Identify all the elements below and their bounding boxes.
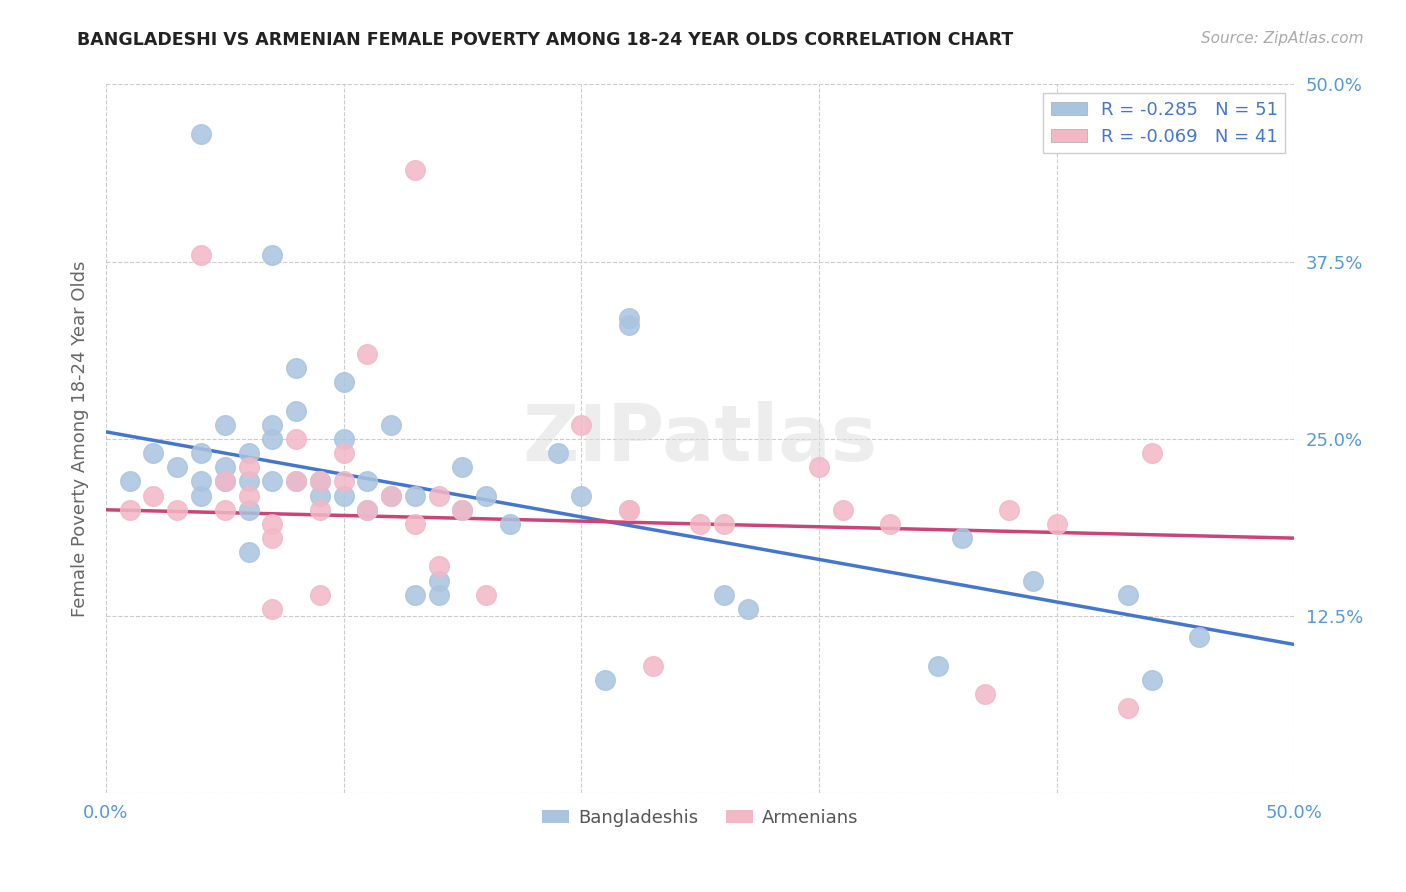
Point (1116, 588, 1139, 602)
Point (879, 516, 901, 531)
Point (262, 432, 284, 446)
Point (404, 588, 426, 602)
Point (617, 503, 640, 517)
Point (356, 503, 378, 517)
Point (214, 475, 236, 489)
Point (285, 475, 308, 489)
Point (998, 503, 1021, 517)
Point (308, 489, 330, 503)
Point (617, 311, 640, 326)
Point (190, 489, 212, 503)
Point (262, 531, 284, 545)
Point (190, 247, 212, 261)
Point (380, 417, 402, 432)
Point (1022, 574, 1045, 588)
Point (689, 516, 711, 531)
Point (427, 588, 450, 602)
Point (356, 475, 378, 489)
Point (427, 574, 450, 588)
Point (380, 489, 402, 503)
Point (451, 503, 474, 517)
Point (238, 460, 260, 475)
Point (617, 503, 640, 517)
Point (950, 531, 973, 545)
Point (808, 460, 831, 475)
Point (713, 588, 735, 602)
Text: Source: ZipAtlas.com: Source: ZipAtlas.com (1201, 31, 1364, 46)
Point (238, 475, 260, 489)
Point (238, 503, 260, 517)
Point (1188, 631, 1211, 645)
Point (475, 588, 498, 602)
Y-axis label: Female Poverty Among 18-24 Year Olds: Female Poverty Among 18-24 Year Olds (72, 260, 89, 617)
Point (190, 475, 212, 489)
Text: BANGLADESHI VS ARMENIAN FEMALE POVERTY AMONG 18-24 YEAR OLDS CORRELATION CHART: BANGLADESHI VS ARMENIAN FEMALE POVERTY A… (77, 31, 1014, 49)
Point (713, 516, 735, 531)
Point (356, 347, 378, 361)
Point (118, 503, 141, 517)
Point (214, 475, 236, 489)
Point (451, 503, 474, 517)
Point (404, 489, 426, 503)
Point (593, 673, 616, 687)
Text: ZIPatlas: ZIPatlas (523, 401, 877, 477)
Point (142, 446, 165, 460)
Point (499, 516, 522, 531)
Point (262, 475, 284, 489)
Point (332, 489, 354, 503)
Point (332, 432, 354, 446)
Point (190, 446, 212, 460)
Point (262, 602, 284, 616)
Point (1140, 673, 1163, 687)
Point (332, 446, 354, 460)
Point (308, 588, 330, 602)
Point (617, 318, 640, 333)
Point (262, 516, 284, 531)
Point (927, 658, 949, 673)
Point (285, 361, 308, 376)
Point (1046, 516, 1069, 531)
Point (262, 247, 284, 261)
Point (974, 687, 997, 701)
Point (404, 516, 426, 531)
Point (380, 489, 402, 503)
Point (1116, 701, 1139, 715)
Point (475, 489, 498, 503)
Point (737, 602, 759, 616)
Point (238, 545, 260, 559)
Point (1140, 446, 1163, 460)
Point (547, 446, 569, 460)
Point (238, 446, 260, 460)
Point (285, 403, 308, 417)
Point (427, 489, 450, 503)
Point (569, 489, 592, 503)
Point (308, 475, 330, 489)
Point (332, 475, 354, 489)
Point (118, 475, 141, 489)
Point (641, 658, 664, 673)
Point (308, 475, 330, 489)
Point (142, 489, 165, 503)
Point (831, 503, 853, 517)
Point (285, 432, 308, 446)
Point (356, 503, 378, 517)
Point (427, 559, 450, 574)
Point (166, 460, 188, 475)
Point (190, 127, 212, 141)
Point (214, 417, 236, 432)
Legend: Bangladeshis, Armenians: Bangladeshis, Armenians (534, 802, 865, 834)
Point (285, 475, 308, 489)
Point (569, 417, 592, 432)
Point (332, 375, 354, 389)
Point (238, 489, 260, 503)
Point (451, 460, 474, 475)
Point (404, 162, 426, 177)
Point (308, 503, 330, 517)
Point (166, 503, 188, 517)
Point (262, 417, 284, 432)
Point (214, 503, 236, 517)
Point (214, 460, 236, 475)
